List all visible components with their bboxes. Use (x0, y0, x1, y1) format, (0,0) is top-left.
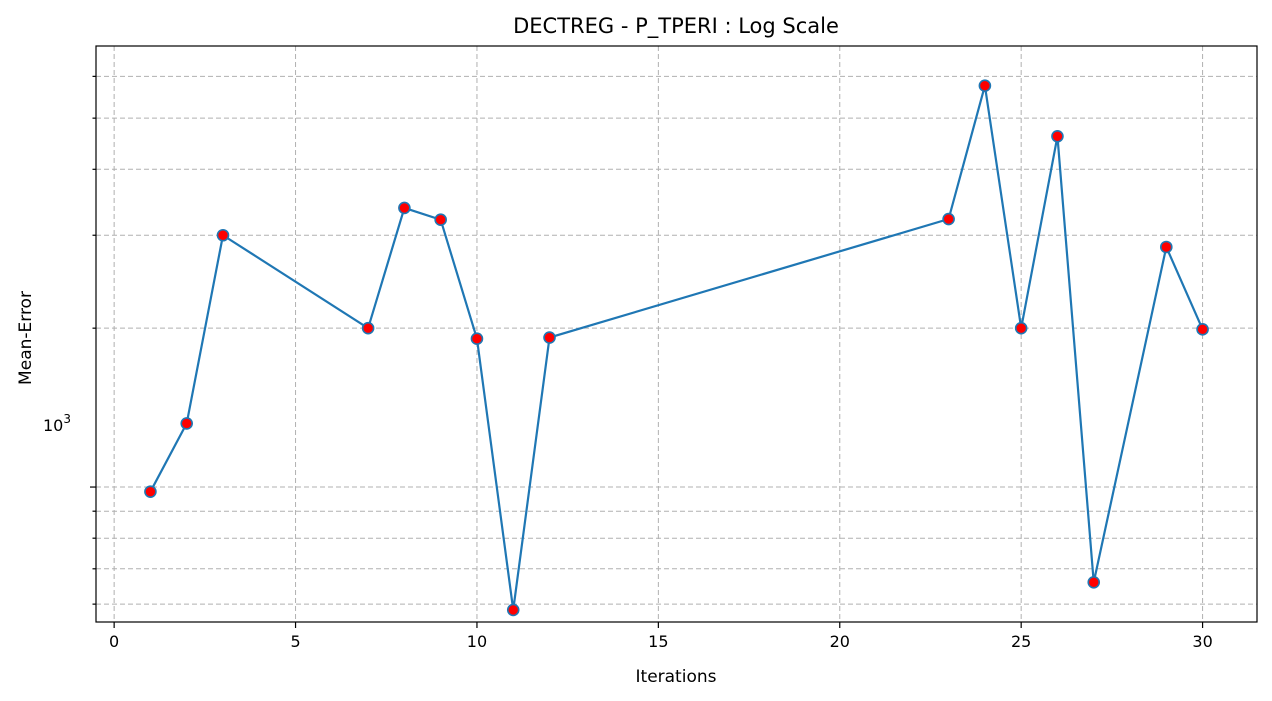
y-axis-label: Mean-Error (16, 291, 36, 385)
data-point (1051, 129, 1064, 143)
y-axis-ticks (90, 75, 96, 605)
data-point (470, 332, 484, 346)
x-axis-label: Iterations (636, 667, 717, 687)
data-point (1196, 323, 1209, 336)
data-point (978, 79, 992, 93)
x-tick-label: 5 (290, 632, 300, 651)
y-tick-label-1000: 103 (43, 412, 71, 435)
data-point (1159, 240, 1173, 254)
x-axis-ticks: 0 5 10 15 20 25 30 (109, 622, 1213, 651)
data-markers (144, 79, 1209, 617)
x-tick-label: 10 (467, 632, 487, 651)
plot-frame (95, 45, 1258, 623)
data-point (216, 228, 230, 242)
x-tick-label: 0 (109, 632, 119, 651)
data-point (942, 212, 955, 226)
data-point (434, 213, 447, 227)
grid-lines (96, 46, 1257, 622)
data-point (361, 321, 375, 335)
x-tick-label: 30 (1192, 632, 1212, 651)
chart-title: DECTREG - P_TPERI : Log Scale (513, 14, 839, 39)
data-point (1087, 575, 1101, 589)
x-tick-label: 15 (648, 632, 668, 651)
data-point (1014, 321, 1028, 335)
data-point (543, 331, 556, 344)
data-point (506, 603, 520, 617)
data-point (398, 201, 411, 215)
data-point (180, 417, 194, 430)
x-tick-label: 25 (1011, 632, 1031, 651)
x-tick-label: 20 (830, 632, 850, 651)
data-point (144, 485, 157, 498)
series-line (149, 85, 1204, 611)
